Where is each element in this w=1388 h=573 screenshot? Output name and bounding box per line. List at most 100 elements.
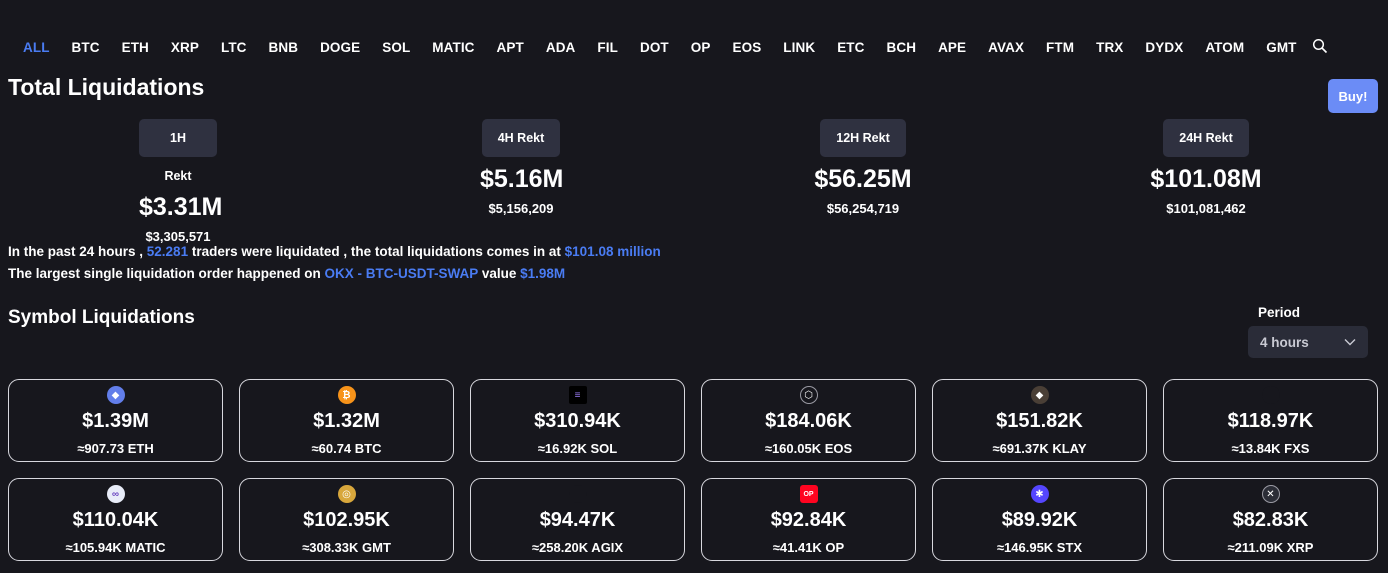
liquidation-quantity: ≈105.94K MATIC (65, 540, 166, 555)
summary-line-2: The largest single liquidation order hap… (8, 263, 661, 285)
tab-all[interactable]: ALL (23, 39, 50, 55)
liquidation-amount: $82.83K (1232, 509, 1309, 531)
stat-4h: 4H Rekt $5.16M $5,156,209 (480, 119, 563, 216)
symbol-card[interactable]: OP $92.84K ≈41.41K OP (701, 478, 916, 561)
symbol-card[interactable]: ◆ $151.82K ≈691.37K KLAY (932, 379, 1147, 462)
tab-fil[interactable]: FIL (597, 39, 618, 55)
liquidation-quantity: ≈258.20K AGIX (531, 540, 624, 555)
page-title: Total Liquidations (8, 74, 205, 100)
stat-exact-24h: $101,081,462 (1166, 201, 1246, 216)
liquidation-quantity: ≈41.41K OP (772, 540, 845, 555)
total-amount: $101.08 million (564, 244, 661, 259)
summary-text: In the past 24 hours , (8, 244, 147, 259)
tab-trx[interactable]: TRX (1096, 39, 1124, 55)
symbol-card[interactable]: $94.47K ≈258.20K AGIX (470, 478, 685, 561)
tab-doge[interactable]: DOGE (320, 39, 361, 55)
liquidation-quantity: ≈211.09K XRP (1227, 540, 1314, 555)
tab-op[interactable]: OP (690, 39, 711, 55)
tab-avax[interactable]: AVAX (988, 39, 1025, 55)
summary-line-1: In the past 24 hours , 52.281 traders we… (8, 241, 661, 263)
tab-ltc[interactable]: LTC (220, 39, 247, 55)
liquidation-quantity: ≈691.37K KLAY (992, 441, 1087, 456)
symbol-card[interactable]: ≡ $310.94K ≈16.92K SOL (470, 379, 685, 462)
tab-btc[interactable]: BTC (71, 39, 100, 55)
eth-icon: ◆ (106, 386, 125, 404)
tab-matic[interactable]: MATIC (432, 39, 475, 55)
klay-icon: ◆ (1030, 386, 1049, 404)
liquidation-quantity: ≈13.84K FXS (1231, 441, 1310, 456)
stat-exact-4h: $5,156,209 (488, 201, 554, 216)
tab-ada[interactable]: ADA (545, 39, 576, 55)
liquidation-quantity: ≈16.92K SOL (537, 441, 618, 456)
tab-link[interactable]: LINK (783, 39, 816, 55)
period-label: Period (1258, 305, 1301, 320)
liquidation-amount: $89.92K (1001, 509, 1078, 531)
liquidation-amount: $184.06K (765, 410, 852, 432)
tab-ftm[interactable]: FTM (1046, 39, 1075, 55)
liquidation-amount: $92.84K (770, 509, 847, 531)
liquidation-summary: In the past 24 hours , 52.281 traders we… (8, 241, 661, 285)
stx-icon: ✱ (1030, 485, 1049, 503)
liquidation-amount: $151.82K (996, 410, 1083, 432)
tab-etc[interactable]: ETC (837, 39, 865, 55)
stat-exact-1h: $3,305,571 (145, 229, 211, 244)
summary-text: The largest single liquidation order hap… (8, 266, 325, 281)
symbol-card[interactable]: ₿ $1.32M ≈60.74 BTC (239, 379, 454, 462)
sol-icon: ≡ (568, 386, 587, 404)
search-icon[interactable] (1312, 38, 1330, 56)
tab-eos[interactable]: EOS (732, 39, 762, 55)
liquidation-quantity: ≈907.73 ETH (77, 441, 154, 456)
symbol-card[interactable]: ◆ $1.39M ≈907.73 ETH (8, 379, 223, 462)
symbol-card[interactable]: $118.97K ≈13.84K FXS (1163, 379, 1378, 462)
tab-sol[interactable]: SOL (382, 39, 411, 55)
largest-order-link[interactable]: OKX - BTC-USDT-SWAP (324, 266, 479, 281)
period-value: 4 hours (1260, 334, 1309, 350)
symbol-card[interactable]: ◎ $102.95K ≈308.33K GMT (239, 478, 454, 561)
liquidation-amount: $310.94K (534, 410, 621, 432)
stat-value-24h: $101.08M (1150, 165, 1262, 193)
buy-button[interactable]: Buy! (1328, 79, 1378, 113)
stat-value-12h: $56.25M (814, 165, 912, 193)
liquidation-quantity: ≈60.74 BTC (311, 441, 382, 456)
summary-text: value (478, 266, 521, 281)
tab-bnb[interactable]: BNB (268, 39, 299, 55)
tab-apt[interactable]: APT (496, 39, 524, 55)
liquidation-amount: $1.39M (82, 410, 149, 432)
tab-eth[interactable]: ETH (121, 39, 149, 55)
xrp-icon: ✕ (1261, 485, 1280, 503)
symbol-card[interactable]: ⬡ $184.06K ≈160.05K EOS (701, 379, 916, 462)
liquidation-amount: $102.95K (303, 509, 390, 531)
tab-gmt[interactable]: GMT (1266, 39, 1297, 55)
stat-value-1h: $3.31M (139, 193, 223, 221)
tab-atom[interactable]: ATOM (1205, 39, 1245, 55)
btc-icon: ₿ (337, 386, 356, 404)
symbol-card[interactable]: ✱ $89.92K ≈146.95K STX (932, 478, 1147, 561)
liquidation-amount: $94.47K (539, 509, 616, 531)
stat-badge-1h: 1H Rekt (139, 119, 217, 183)
tab-dot[interactable]: DOT (639, 39, 669, 55)
eos-icon: ⬡ (799, 386, 818, 404)
tab-ape[interactable]: APE (938, 39, 967, 55)
symbol-tabs: ALL BTC ETH XRP LTC BNB DOGE SOL MATIC APT ADA FIL D… (12, 36, 1378, 58)
tab-dydx[interactable]: DYDX (1145, 39, 1184, 55)
tab-bch[interactable]: BCH (886, 39, 917, 55)
stat-badge-12h: 12H Rekt (820, 119, 906, 157)
summary-text: traders were liquidated , the total liqu… (188, 244, 565, 259)
period-select[interactable]: 4 hours (1248, 326, 1368, 358)
symbol-card[interactable]: ∞ $110.04K ≈105.94K MATIC (8, 478, 223, 561)
liquidation-quantity: ≈160.05K EOS (764, 441, 853, 456)
traders-count: 52.281 (146, 244, 189, 259)
symbol-card[interactable]: ✕ $82.83K ≈211.09K XRP (1163, 478, 1378, 561)
largest-order-value: $1.98M (520, 266, 566, 281)
tab-xrp[interactable]: XRP (170, 39, 199, 55)
gmt-icon: ◎ (337, 485, 356, 503)
stat-exact-12h: $56,254,719 (826, 201, 900, 216)
liquidation-amount: $110.04K (72, 509, 159, 531)
stat-badge-4h: 4H Rekt (481, 119, 561, 157)
liquidation-amount: $1.32M (313, 410, 380, 432)
stat-24h: 24H Rekt $101.08M $101,081,462 (1148, 119, 1264, 216)
liquidation-quantity: ≈308.33K GMT (302, 540, 391, 555)
liquidation-amount: $118.97K (1227, 410, 1314, 432)
stat-12h: 12H Rekt $56.25M $56,254,719 (813, 119, 913, 216)
agix-icon (568, 485, 587, 503)
